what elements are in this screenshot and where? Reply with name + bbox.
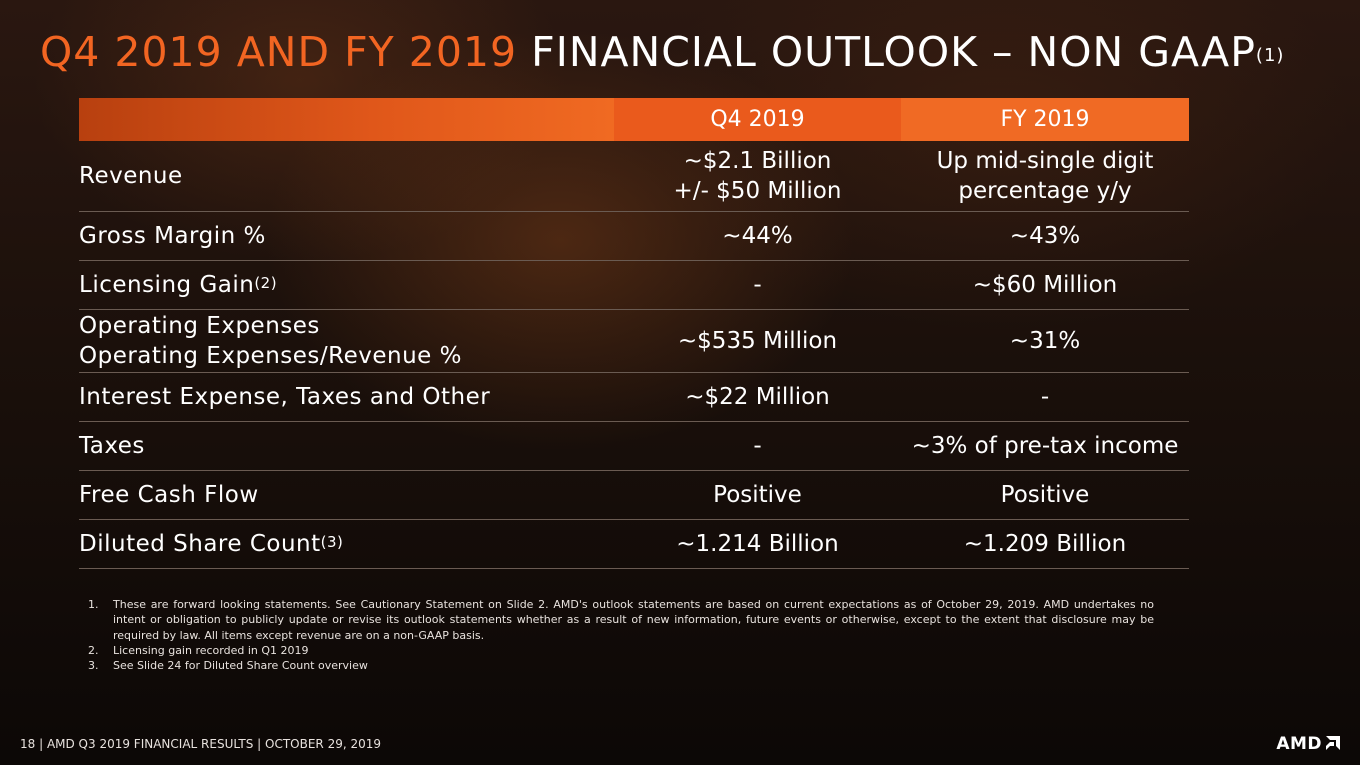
slide-title: Q4 2019 AND FY 2019 FINANCIAL OUTLOOK – … (40, 26, 1284, 78)
amd-arrow-icon (1326, 736, 1340, 750)
table-row-free-cash-flow: Free Cash Flow Positive Positive (79, 471, 1189, 520)
header-fy-2019: FY 2019 (901, 98, 1189, 141)
row-label: Interest Expense, Taxes and Other (79, 384, 491, 410)
table-row-licensing-gain: Licensing Gain(2) - ~$60 Million (79, 261, 1189, 310)
outlook-table: Q4 2019 FY 2019 Revenue ~$2.1 Billion +/… (79, 98, 1189, 569)
title-accent: Q4 2019 AND FY 2019 (40, 28, 518, 76)
table-row-operating-expenses: Operating Expenses Operating Expenses/Re… (79, 310, 1189, 373)
row-q4-value: - (753, 272, 762, 298)
row-q4-value: ~$22 Million (685, 384, 830, 410)
row-q4-value: ~$2.1 Billion +/- $50 Million (673, 148, 842, 204)
title-main: FINANCIAL OUTLOOK – NON GAAP (531, 28, 1256, 76)
row-fy-value: - (1040, 384, 1050, 410)
row-q4-value: ~$535 Million (677, 328, 838, 354)
row-fy-value: ~3% of pre-tax income (911, 433, 1179, 459)
table-row-taxes: Taxes - ~3% of pre-tax income (79, 422, 1189, 471)
header-blank-cell (79, 98, 614, 141)
table-header-row: Q4 2019 FY 2019 (79, 98, 1189, 141)
row-label: Free Cash Flow (79, 482, 259, 508)
logo-text: AMD (1276, 734, 1322, 754)
row-fy-value: ~31% (1009, 328, 1081, 354)
row-fy-value: Up mid-single digit percentage y/y (936, 148, 1154, 204)
footnote-item: 3. See Slide 24 for Diluted Share Count … (88, 659, 368, 673)
amd-logo: AMD (1276, 734, 1340, 754)
footnote-item: 1. These are forward looking statements.… (88, 598, 1154, 642)
row-label: Gross Margin % (79, 223, 266, 249)
row-fy-value: ~1.209 Billion (963, 531, 1127, 557)
row-q4-value: Positive (713, 482, 802, 508)
row-label: Licensing Gain(2) (79, 272, 278, 298)
row-label: Diluted Share Count(3) (79, 531, 344, 557)
row-q4-value: ~44% (722, 223, 793, 249)
row-fy-value: ~43% (1009, 223, 1081, 249)
footnote-item: 2. Licensing gain recorded in Q1 2019 (88, 643, 309, 657)
header-q4-2019: Q4 2019 (614, 98, 901, 141)
table-row-diluted-share-count: Diluted Share Count(3) ~1.214 Billion ~1… (79, 520, 1189, 569)
title-footnote-ref: (1) (1255, 45, 1285, 66)
row-label: Operating Expenses Operating Expenses/Re… (79, 313, 462, 369)
table-row-revenue: Revenue ~$2.1 Billion +/- $50 Million Up… (79, 141, 1189, 212)
table-row-interest-expense: Interest Expense, Taxes and Other ~$22 M… (79, 373, 1189, 422)
footnote-ref: (3) (320, 533, 344, 551)
footnotes: 1. These are forward looking statements.… (88, 597, 1154, 673)
row-fy-value: ~$60 Million (972, 272, 1118, 298)
slide-footer: 18 | AMD Q3 2019 FINANCIAL RESULTS | OCT… (20, 737, 382, 751)
row-label: Taxes (79, 433, 145, 459)
row-fy-value: Positive (1000, 482, 1090, 508)
row-label: Revenue (79, 163, 183, 189)
table-row-gross-margin: Gross Margin % ~44% ~43% (79, 212, 1189, 261)
footnote-ref: (2) (254, 274, 278, 292)
row-q4-value: ~1.214 Billion (676, 531, 839, 557)
row-q4-value: - (753, 433, 762, 459)
